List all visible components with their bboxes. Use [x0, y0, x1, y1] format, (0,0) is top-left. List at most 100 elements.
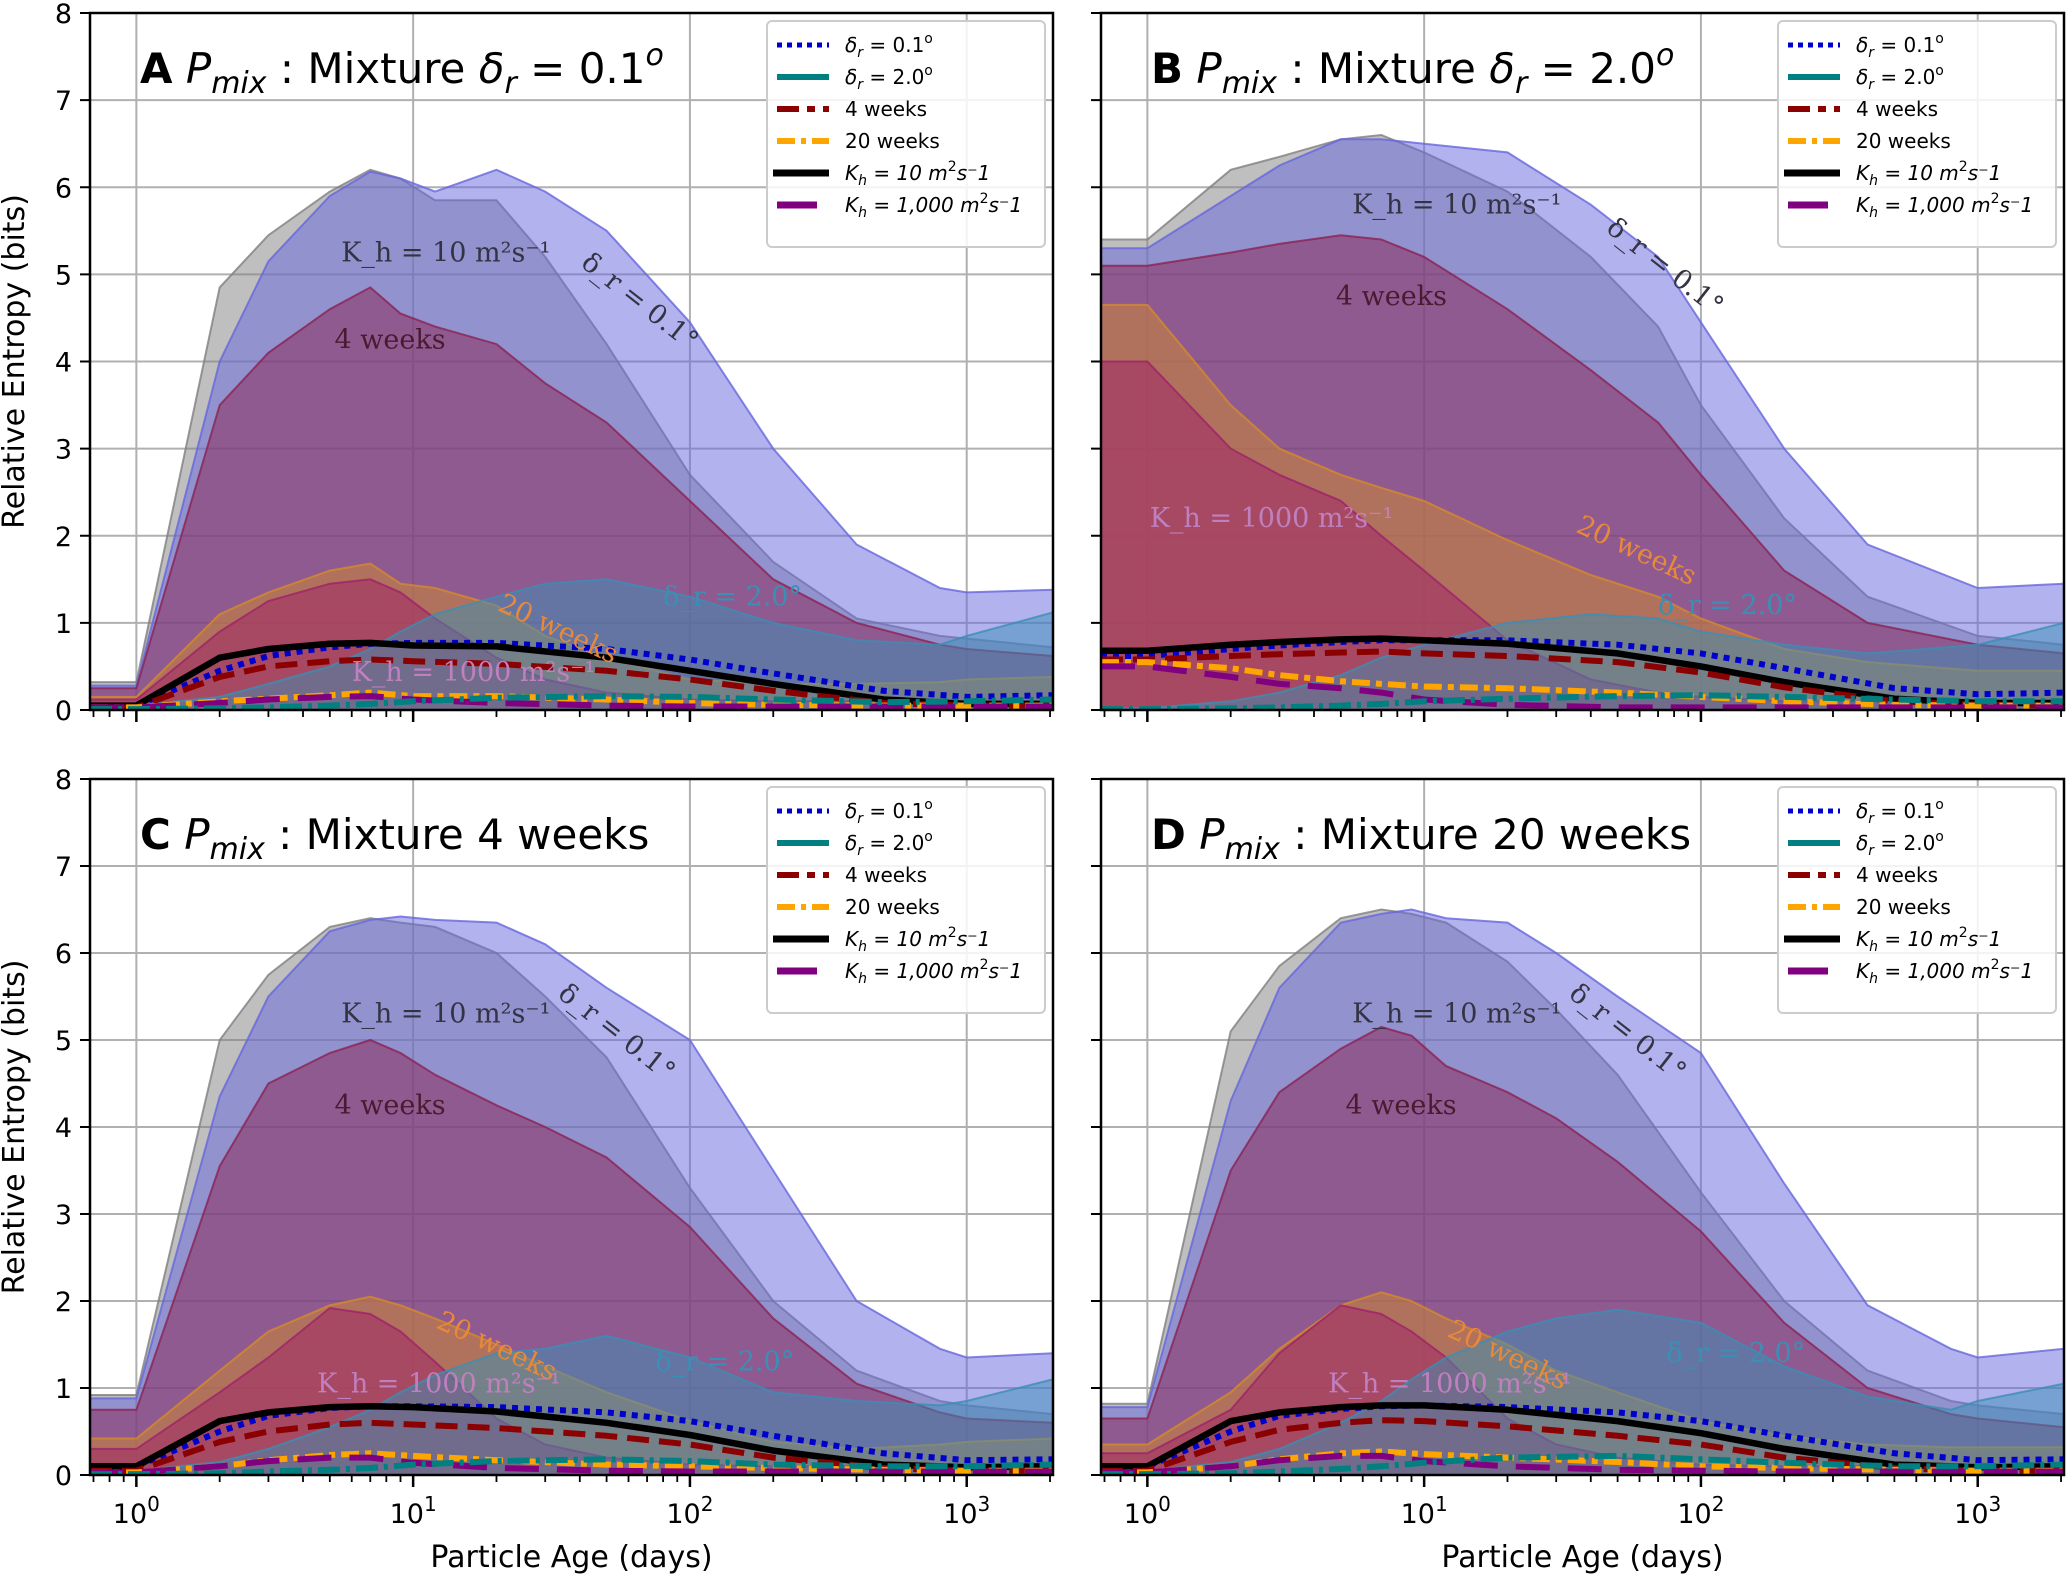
y-tick-label: 0 [55, 1461, 72, 1492]
annotation-label: K_h = 10 m²s⁻¹ [341, 237, 550, 268]
annotation-label: K_h = 10 m²s⁻¹ [341, 999, 550, 1030]
series-lines [90, 639, 1053, 710]
y-axis [1091, 12, 1101, 711]
series-lines [90, 1403, 1053, 1475]
legend-frame [766, 786, 1046, 1014]
y-tick-label: 3 [55, 435, 72, 466]
x-tick-label: 102 [666, 1492, 713, 1530]
bands [1101, 908, 2064, 1475]
x-tick-label: 102 [1677, 1492, 1724, 1530]
series-lines [1101, 635, 2064, 710]
annotation-label: K_h = 1000 m²s⁻¹ [1328, 1368, 1572, 1399]
legend-label-w4: 4 weeks [845, 97, 927, 121]
line-w20 [90, 689, 1053, 710]
x-tick-label: 103 [1954, 1492, 2001, 1530]
y-tick-label: 8 [55, 765, 72, 796]
x-tick-label: 101 [390, 1492, 437, 1530]
x-axis [92, 710, 1051, 722]
line-d20 [90, 693, 1053, 710]
legend-label-d01: δr = 0.1o [1856, 797, 1944, 827]
panel-title: D Pmix : Mixture 20 weeks [1151, 810, 1691, 867]
line-k1000 [90, 1454, 1053, 1475]
x-axis: 100 101 102 103 Particle Age (days) [1103, 1475, 2062, 1575]
legend-label-w4: 4 weeks [845, 863, 927, 887]
line-k10 [90, 1403, 1053, 1471]
legend-label-d20: δr = 2.0o [1856, 829, 1944, 859]
annotation-label: 4 weeks [1346, 1090, 1457, 1121]
annotation-label: 4 weeks [335, 1090, 446, 1121]
line-w20 [1101, 659, 2064, 709]
legend-label-w20: 20 weeks [1856, 895, 1951, 919]
line-d20 [90, 1456, 1053, 1475]
annotation-label: K_h = 1000 m²s⁻¹ [317, 1368, 561, 1399]
legend-label-w4: 4 weeks [1856, 97, 1938, 121]
legend-label-k1000: Kh = 1,000 m2s⁻1 [845, 191, 1022, 221]
y-tick-label: 4 [55, 1113, 72, 1144]
x-axis [1103, 710, 2062, 722]
legend-label-k10: Kh = 10 m2s⁻1 [845, 925, 990, 955]
panel-title: B Pmix : Mixture δr = 2.0o [1151, 38, 1674, 101]
bands [1101, 133, 2064, 710]
y-tick-label: 5 [55, 260, 72, 291]
annotation-label: K_h = 10 m²s⁻¹ [1352, 189, 1561, 220]
y-tick-label: 1 [55, 609, 72, 640]
line-k10 [1101, 635, 2064, 707]
y-tick-label: 2 [55, 1287, 72, 1318]
annotation-label: δ_r = 2.0° [1666, 1338, 1805, 1369]
x-tick-label: 103 [943, 1492, 990, 1530]
x-axis-label: Particle Age (days) [430, 1540, 712, 1575]
x-tick-label: 100 [113, 1492, 160, 1530]
series-lines [1101, 1402, 2064, 1475]
bands [90, 168, 1053, 710]
panel-title: C Pmix : Mixture 4 weeks [140, 810, 649, 867]
legend-frame [1777, 786, 2057, 1014]
y-axis-label: Relative Entropy (bits) [0, 960, 32, 1295]
line-w20 [1101, 1448, 2064, 1475]
line-k1000 [90, 693, 1053, 710]
line-k1000 [1101, 1452, 2064, 1475]
panel-title: A Pmix : Mixture δr = 0.1o [140, 38, 664, 101]
y-tick-label: 3 [55, 1200, 72, 1231]
legend-label-k10: Kh = 10 m2s⁻1 [1856, 925, 2001, 955]
annotation-label: δ_r = 2.0° [663, 581, 802, 612]
annotation-label: δ_r = 2.0° [1658, 590, 1797, 621]
annotation-label: K_h = 1000 m²s⁻¹ [1150, 503, 1394, 534]
legend-label-k1000: Kh = 1,000 m2s⁻1 [1856, 191, 2033, 221]
legend-label-k1000: Kh = 1,000 m2s⁻1 [845, 957, 1022, 987]
band-d20 [1101, 1308, 2064, 1475]
line-d20 [1101, 692, 2064, 710]
y-tick-label: 6 [55, 173, 72, 204]
y-tick-label: 0 [55, 696, 72, 727]
y-tick-label: 7 [55, 86, 72, 117]
legend-label-k10: Kh = 10 m2s⁻1 [845, 159, 990, 189]
legend-label-d01: δr = 0.1o [1856, 31, 1944, 61]
bands [90, 915, 1053, 1475]
legend-label-k1000: Kh = 1,000 m2s⁻1 [1856, 957, 2033, 987]
annotation-label: 4 weeks [335, 324, 446, 355]
line-k10 [90, 639, 1053, 709]
y-tick-label: 8 [55, 0, 72, 30]
legend-label-w20: 20 weeks [845, 129, 940, 153]
legend-frame [1777, 20, 2057, 248]
y-tick-label: 6 [55, 939, 72, 970]
annotation-label: K_h = 10 m²s⁻¹ [1352, 999, 1561, 1030]
y-tick-label: 1 [55, 1374, 72, 1405]
x-axis-label: Particle Age (days) [1441, 1540, 1723, 1575]
line-w20 [90, 1450, 1053, 1475]
x-tick-label: 100 [1124, 1492, 1171, 1530]
y-axis-label: Relative Entropy (bits) [0, 194, 32, 529]
y-tick-label: 5 [55, 1026, 72, 1057]
legend-label-d20: δr = 2.0o [1856, 63, 1944, 93]
x-axis: 100 101 102 103 Particle Age (days) [92, 1475, 1051, 1575]
annotation-label: K_h = 1000 m²s⁻¹ [352, 657, 596, 688]
legend-label-w20: 20 weeks [1856, 129, 1951, 153]
line-k1000 [1101, 663, 2064, 710]
